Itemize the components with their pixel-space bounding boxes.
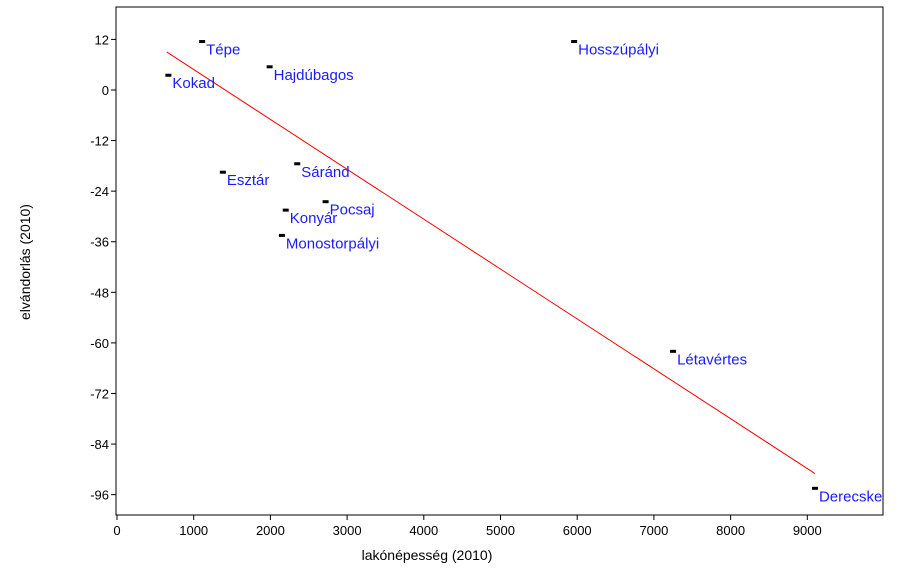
data-point-label: Derecske xyxy=(819,488,882,505)
data-point-marker xyxy=(294,162,301,166)
data-point-label: Tépe xyxy=(206,42,240,59)
data-point-label: Hosszúpályi xyxy=(578,42,659,59)
data-point-label: Pocsaj xyxy=(330,202,375,219)
x-tick-label: 2000 xyxy=(256,523,285,538)
data-point-marker xyxy=(670,349,677,353)
y-tick-label: -48 xyxy=(90,285,109,300)
y-tick-label: -84 xyxy=(90,437,109,452)
y-tick-label: -36 xyxy=(90,235,109,250)
data-point-label: Létavértes xyxy=(677,351,747,368)
data-point-label: Konyár xyxy=(290,210,338,227)
data-point-marker xyxy=(811,486,818,490)
x-axis: 0 1000 2000 3000 4000 5000 6000 7000 8000 9000 xyxy=(113,515,822,538)
data-point-label: Esztár xyxy=(227,172,270,189)
y-tick-label: 0 xyxy=(102,83,109,98)
data-point-label: Hajdúbagos xyxy=(274,67,354,84)
x-tick-label: 6000 xyxy=(563,523,592,538)
y-tick-label: 12 xyxy=(95,32,109,47)
x-axis-title: lakónépesség (2010) xyxy=(362,547,493,563)
data-point-label: Monostorpályi xyxy=(286,235,379,252)
y-tick-label: -12 xyxy=(90,134,109,149)
x-tick-label: 0 xyxy=(113,523,120,538)
data-point-marker xyxy=(165,73,172,77)
data-point-marker xyxy=(322,200,329,204)
y-tick-label: -72 xyxy=(90,386,109,401)
x-tick-label: 8000 xyxy=(716,523,745,538)
data-point-label: Kokad xyxy=(172,75,215,92)
y-tick-label: -96 xyxy=(90,488,109,503)
x-tick-label: 7000 xyxy=(639,523,668,538)
y-axis-title: elvándorlás (2010) xyxy=(17,204,33,320)
x-tick-label: 3000 xyxy=(333,523,362,538)
data-point-marker xyxy=(199,40,206,44)
trend-line xyxy=(166,51,816,474)
y-axis: 12 0 -12 -24 -36 -48 -60 -72 -84 -96 xyxy=(90,32,116,503)
x-tick-label: 9000 xyxy=(793,523,822,538)
data-point-label: Sáránd xyxy=(301,164,349,181)
data-point-marker xyxy=(278,233,285,237)
data-point-marker xyxy=(219,170,226,174)
plot-frame xyxy=(115,6,884,516)
data-point-marker xyxy=(571,40,578,44)
y-tick-label: -24 xyxy=(90,184,109,199)
x-tick-label: 4000 xyxy=(409,523,438,538)
x-tick-label: 5000 xyxy=(486,523,515,538)
y-tick-label: -60 xyxy=(90,336,109,351)
data-point-marker xyxy=(282,208,289,212)
x-tick-label: 1000 xyxy=(179,523,208,538)
data-points: Tépe Hajdúbagos Hosszúpályi Kokad Sáránd Eszt… xyxy=(165,40,882,505)
data-point-marker xyxy=(266,65,273,69)
